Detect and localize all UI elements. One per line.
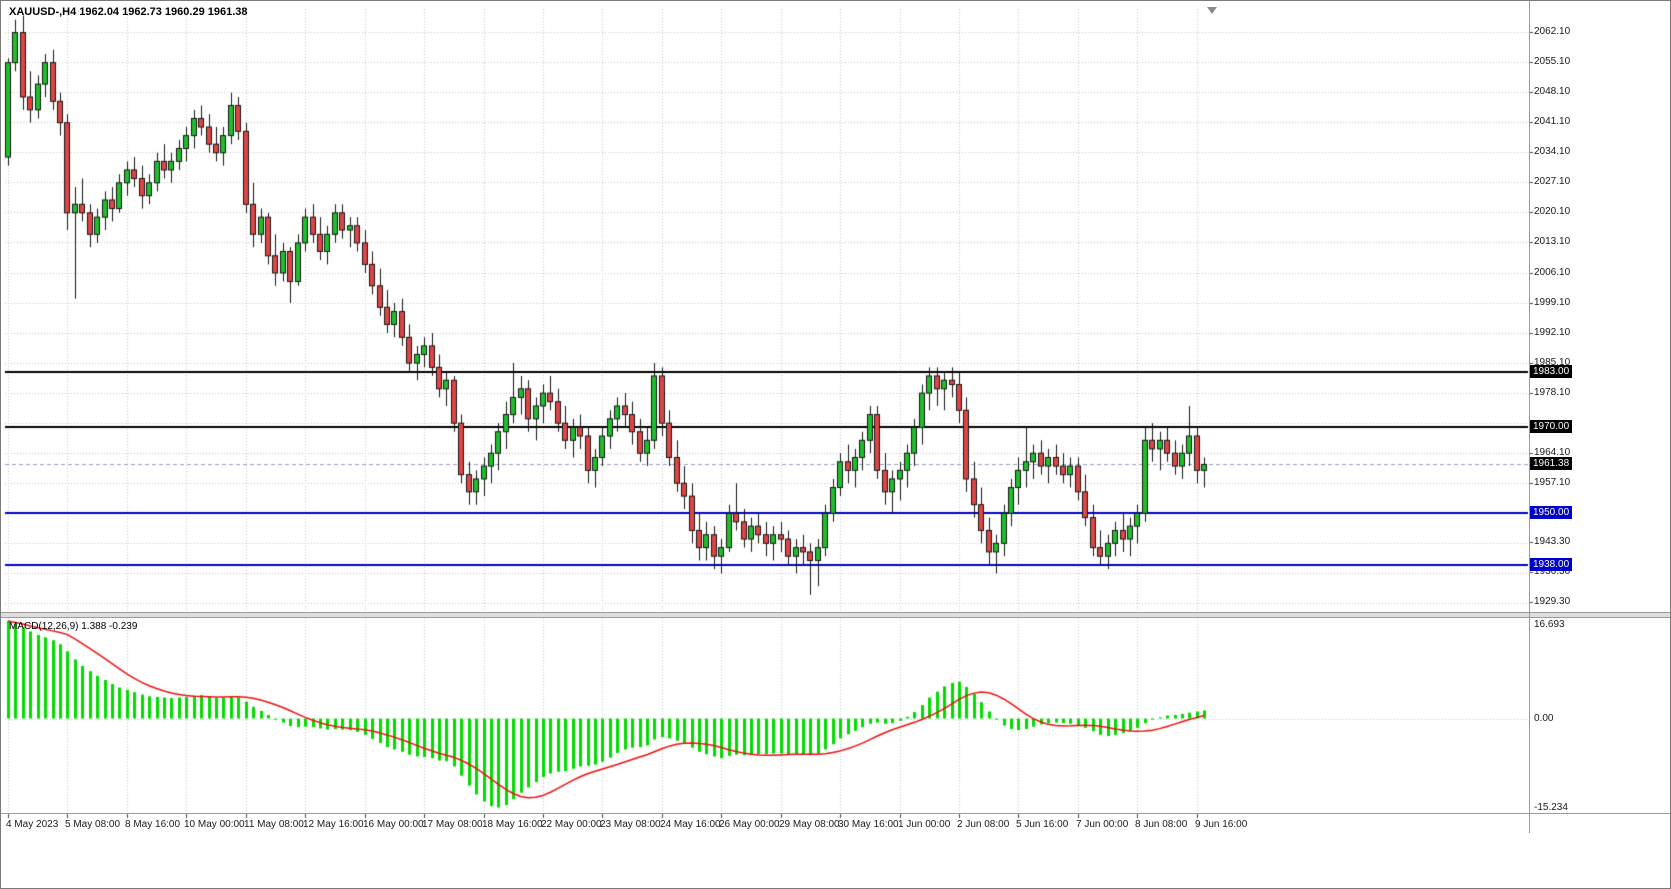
price-axis-label: 2041.10	[1534, 116, 1571, 127]
time-axis-label: 8 Jun 08:00	[1135, 819, 1188, 830]
time-axis-label: 2 Jun 08:00	[957, 819, 1010, 830]
time-axis-label: 22 May 00:00	[541, 819, 602, 830]
chart-shift-marker[interactable]	[1207, 7, 1217, 14]
price-level-badge: 1983.00	[1530, 365, 1572, 378]
time-axis-label: 1 Jun 00:00	[898, 819, 951, 830]
time-axis-label: 23 May 08:00	[600, 819, 661, 830]
price-axis-label: 2048.10	[1534, 86, 1571, 97]
price-axis-label: 2034.10	[1534, 146, 1571, 157]
time-axis-label: 17 May 08:00	[422, 819, 483, 830]
price-axis-label: 1936.30	[1534, 566, 1571, 577]
time-axis-label: 11 May 08:00	[244, 819, 304, 830]
time-axis-label: 8 May 16:00	[125, 819, 181, 830]
time-axis-label: 24 May 16:00	[660, 819, 721, 830]
price-axis-label: 2055.10	[1534, 56, 1571, 67]
price-axis-label: 2013.10	[1534, 236, 1571, 247]
price-axis-label: 1943.30	[1534, 536, 1571, 547]
time-axis-label: 7 Jun 00:00	[1076, 819, 1129, 830]
price-axis-label: 2006.10	[1534, 267, 1571, 278]
time-axis-label: 5 Jun 16:00	[1016, 819, 1069, 830]
time-axis-label: 26 May 00:00	[719, 819, 780, 830]
price-level-badge: 1938.00	[1530, 558, 1572, 571]
price-axis-label: 1985.10	[1534, 357, 1571, 368]
price-axis-label: 1957.10	[1534, 477, 1571, 488]
time-axis-label: 18 May 16:00	[482, 819, 543, 830]
price-axis-label: 1992.10	[1534, 327, 1571, 338]
macd-axis-label: 16.693	[1534, 619, 1565, 630]
price-axis-label: 2027.10	[1534, 176, 1571, 187]
price-axis-label: 1964.10	[1534, 447, 1571, 458]
price-level-badge: 1950.00	[1530, 506, 1572, 519]
macd-axis-label: -15.234	[1534, 802, 1568, 813]
price-scale-separator	[1529, 1, 1530, 833]
time-axis-label: 29 May 08:00	[779, 819, 840, 830]
time-axis-label: 5 May 08:00	[65, 819, 121, 830]
macd-axis-label: 0.00	[1534, 713, 1554, 724]
time-axis-label: 16 May 00:00	[363, 819, 424, 830]
pane-separator[interactable]	[1, 612, 1670, 618]
price-axis-label: 2020.10	[1534, 206, 1571, 217]
time-axis-label: 9 Jun 16:00	[1195, 819, 1248, 830]
price-axis-label: 2062.10	[1534, 26, 1571, 37]
time-axis-label: 10 May 00:00	[184, 819, 245, 830]
price-axis-label: 1929.30	[1534, 596, 1571, 607]
time-axis-label: 12 May 16:00	[303, 819, 364, 830]
time-axis-label: 30 May 16:00	[838, 819, 899, 830]
price-level-badge: 1970.00	[1530, 420, 1572, 433]
time-axis-separator	[1, 813, 1670, 814]
price-axis-label: 1978.10	[1534, 387, 1571, 398]
symbol-ohlc-label: XAUUSD-,H4 1962.04 1962.73 1960.29 1961.…	[9, 6, 248, 18]
time-axis-label: 4 May 2023	[6, 819, 59, 830]
current-price-badge: 1961.38	[1530, 457, 1572, 470]
price-axis-label: 1999.10	[1534, 297, 1571, 308]
macd-indicator-label: MACD(12,26,9) 1.388 -0.239	[9, 621, 138, 632]
